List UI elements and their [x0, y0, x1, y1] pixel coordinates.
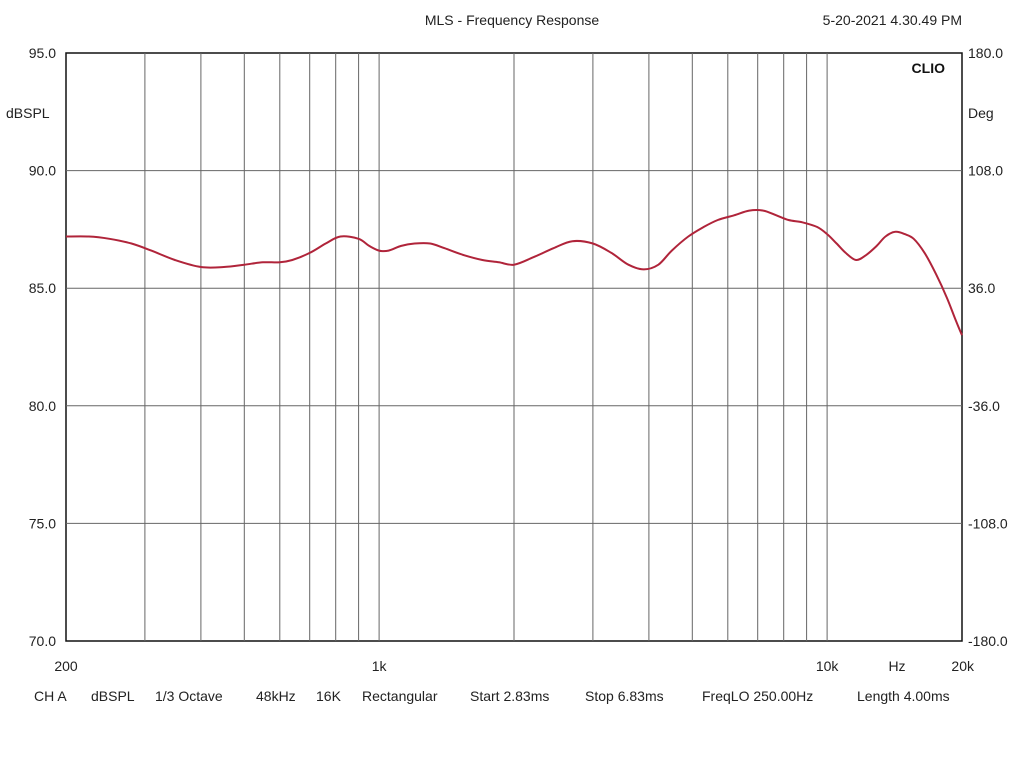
smoothing-label: 1/3 Octave	[155, 688, 223, 704]
y2-tick-label: 180.0	[968, 45, 1003, 61]
x-tick-label: 1k	[372, 658, 388, 674]
y-tick-label: 95.0	[29, 45, 56, 61]
y-tick-label: 85.0	[29, 280, 56, 296]
chart-title: MLS - Frequency Response	[425, 12, 600, 28]
response-series-line	[65, 209, 963, 336]
y-tick-label: 90.0	[29, 163, 56, 179]
x-tick-label: 20k	[951, 658, 975, 674]
y2-tick-label: 36.0	[968, 280, 995, 296]
y2-tick-label: -108.0	[968, 515, 1008, 531]
x-tick-labels: 200 1k 10k 20k	[54, 658, 975, 674]
length-label: Length 4.00ms	[857, 688, 950, 704]
channel-label: CH A	[34, 688, 67, 704]
measurement-info-bar: CH A dBSPL 1/3 Octave 48kHz 16K Rectangu…	[0, 688, 1024, 710]
y2-axis-label: Deg	[968, 105, 994, 121]
x-unit-label: Hz	[888, 658, 905, 674]
y-tick-label: 70.0	[29, 633, 56, 649]
x-tick-label: 200	[54, 658, 78, 674]
y-tick-label: 75.0	[29, 515, 56, 531]
stop-time-label: Stop 6.83ms	[585, 688, 664, 704]
sample-rate-label: 48kHz	[256, 688, 296, 704]
window-label: Rectangular	[362, 688, 438, 704]
y-tick-labels: 95.0 90.0 85.0 80.0 75.0 70.0	[29, 45, 56, 649]
freq-lo-label: FreqLO 250.00Hz	[702, 688, 814, 704]
y2-tick-label: -36.0	[968, 398, 1000, 414]
y2-tick-labels: 180.0 108.0 36.0 -36.0 -108.0 -180.0	[968, 45, 1008, 649]
timestamp-label: 5-20-2021 4.30.49 PM	[823, 12, 962, 28]
mls-size-label: 16K	[316, 688, 341, 704]
unit-label: dBSPL	[91, 688, 135, 704]
start-time-label: Start 2.83ms	[470, 688, 550, 704]
response-curve-layer	[65, 209, 963, 336]
clio-brand-label: CLIO	[912, 60, 946, 76]
grid-lines	[66, 53, 962, 641]
y2-tick-label: 108.0	[968, 163, 1003, 179]
y-axis-label: dBSPL	[6, 105, 50, 121]
frequency-response-chart: MLS - Frequency Response 5-20-2021 4.30.…	[6, 12, 1008, 674]
x-tick-label: 10k	[816, 658, 840, 674]
y2-tick-label: -180.0	[968, 633, 1008, 649]
y-tick-label: 80.0	[29, 398, 56, 414]
